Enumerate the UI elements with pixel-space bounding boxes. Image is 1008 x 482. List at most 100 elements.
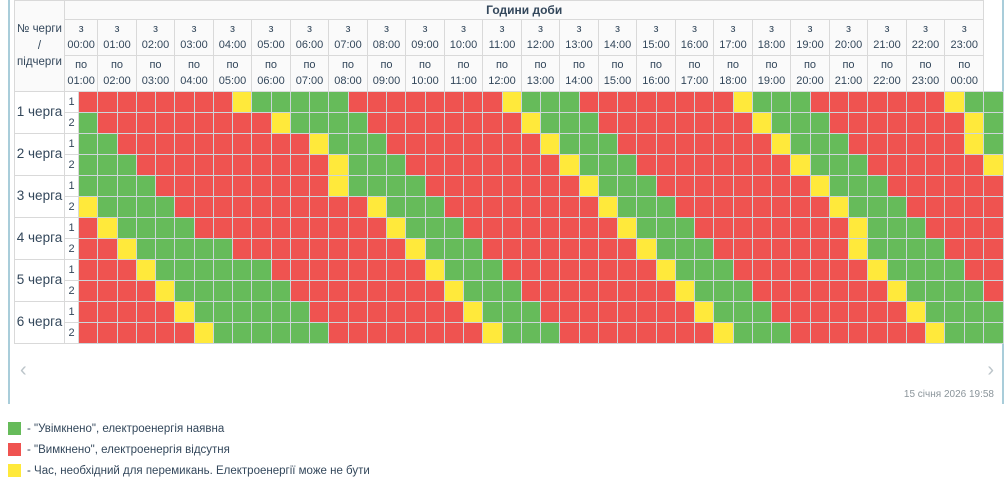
slot-cell-switching (963, 133, 985, 155)
slot-cell-on (289, 301, 311, 323)
slot-cell-off (270, 259, 291, 281)
prev-day-button[interactable]: ‹ (16, 360, 31, 380)
slot-cell-off (770, 196, 792, 218)
hour-header-from: з 19:00 (790, 19, 830, 56)
slot-cell-off (328, 259, 349, 281)
slot-cell-off (424, 91, 445, 113)
slot-cell-on (424, 196, 445, 218)
slot-cell-off (944, 112, 965, 134)
slot-cell-on (963, 91, 985, 113)
slot-cell-off (713, 154, 734, 176)
queue-label: 5 черга (14, 259, 65, 302)
slot-cell-switching (559, 154, 580, 176)
hour-header-from: з 01:00 (97, 19, 137, 56)
slot-cell-off (231, 217, 253, 239)
carousel-footer: ‹ › 15 січня 2026 19:58 (14, 344, 1000, 404)
slot-cell-on (905, 217, 927, 239)
slot-cell-off (462, 196, 484, 218)
slot-cell-off (559, 175, 580, 197)
slot-cell-off (655, 112, 676, 134)
slot-cell-off (924, 217, 946, 239)
slot-cell-off (847, 280, 869, 302)
slot-cell-on (251, 280, 272, 302)
slot-cell-on (501, 301, 522, 323)
slot-cell-off (135, 112, 157, 134)
subqueue-label: 2 (64, 154, 79, 176)
slot-cell-off (770, 259, 792, 281)
slot-cell-switching (135, 259, 157, 281)
slot-cell-on (751, 322, 773, 344)
slot-cell-off (270, 175, 291, 197)
slot-cell-on (944, 322, 965, 344)
slot-cell-on (116, 154, 137, 176)
slot-cell-switching (193, 322, 214, 344)
slot-cell-on (713, 259, 734, 281)
slot-cell-switching (963, 112, 985, 134)
slot-cell-off (520, 238, 542, 260)
slot-cell-off (539, 259, 561, 281)
legend-item-off: - "Вимкнено", електроенергія відсутня (8, 439, 1008, 460)
slot-cell-switching (944, 91, 965, 113)
slot-cell-on (443, 259, 465, 281)
slot-cell-off (405, 301, 426, 323)
slot-cell-switching (924, 322, 946, 344)
slot-cell-off (905, 91, 927, 113)
slot-cell-off (366, 91, 388, 113)
slot-cell-off (231, 154, 253, 176)
slot-cell-off (501, 154, 522, 176)
slot-cell-off (655, 301, 676, 323)
slot-cell-on (559, 91, 580, 113)
slot-cell-off (905, 196, 927, 218)
slot-cell-off (385, 91, 407, 113)
slot-cell-off (347, 238, 368, 260)
slot-cell-on (405, 196, 426, 218)
slot-cell-off (308, 196, 330, 218)
slot-cell-on (520, 301, 542, 323)
slot-cell-off (713, 175, 734, 197)
slot-cell-switching (809, 175, 830, 197)
slot-cell-off (366, 238, 388, 260)
slot-cell-off (405, 154, 426, 176)
slot-cell-on (790, 133, 811, 155)
slot-cell-off (289, 238, 311, 260)
slot-cell-off (790, 322, 811, 344)
slot-cell-off (251, 217, 272, 239)
slot-cell-off (443, 133, 465, 155)
slot-cell-off (97, 238, 118, 260)
slot-cell-switching (732, 91, 753, 113)
slot-cell-off (385, 280, 407, 302)
slot-cell-off (597, 301, 619, 323)
slot-cell-off (539, 154, 561, 176)
slot-cell-on (347, 154, 368, 176)
slot-cell-off (751, 175, 773, 197)
grid-row: 2 (15, 196, 1004, 218)
slot-cell-on (405, 217, 426, 239)
slot-cell-on (597, 154, 619, 176)
slot-cell-off (616, 133, 638, 155)
slot-cell-off (308, 175, 330, 197)
slot-cell-off (424, 112, 445, 134)
slot-cell-off (462, 175, 484, 197)
slot-cell-off (809, 91, 830, 113)
slot-cell-on (905, 259, 927, 281)
slot-cell-switching (308, 133, 330, 155)
slot-cell-switching (328, 154, 349, 176)
slot-cell-off (482, 154, 503, 176)
slot-cell-off (385, 259, 407, 281)
schedule-table: № черги / підчерги Години доби з 00:00 з 01… (14, 0, 1004, 344)
slot-cell-on (347, 112, 368, 134)
slot-cell-off (732, 112, 753, 134)
slot-cell-off (963, 259, 985, 281)
slot-cell-off (270, 154, 291, 176)
slot-cell-off (809, 280, 830, 302)
slot-cell-off (154, 112, 176, 134)
slot-cell-off (501, 196, 522, 218)
slot-cell-off (693, 196, 715, 218)
slot-cell-off (578, 259, 599, 281)
hour-header-to: по 13:00 (520, 55, 561, 92)
next-day-button[interactable]: › (983, 360, 998, 380)
slot-cell-on (636, 217, 657, 239)
slot-cell-off (655, 133, 676, 155)
slot-cell-off (847, 133, 869, 155)
slot-cell-off (482, 112, 503, 134)
